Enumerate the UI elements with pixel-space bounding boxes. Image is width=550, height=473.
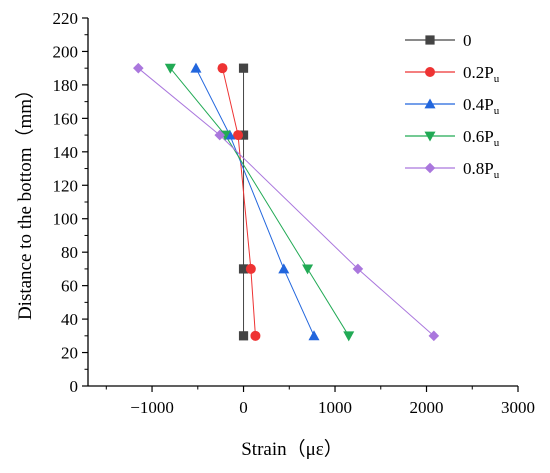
legend-item-1: 0.2Pu [405, 63, 500, 85]
y-tick-label: 0 [70, 377, 79, 396]
series-line [169, 67, 350, 337]
series-2 [195, 67, 315, 337]
data-point [238, 264, 249, 274]
y-tick-label: 200 [53, 42, 79, 61]
data-point [428, 330, 440, 342]
series-0-markers [238, 63, 249, 341]
legend-label: 0.4Pu [463, 95, 500, 117]
x-tick-label: −1000 [130, 398, 174, 417]
data-point [352, 263, 364, 275]
y-tick-label: 220 [53, 9, 79, 28]
legend-marker [425, 35, 435, 45]
series-4-markers [133, 62, 440, 342]
legend: 0 0.2Pu 0.4Pu 0.6Pu 0.8Pu [405, 31, 500, 181]
y-tick-label: 20 [61, 344, 78, 363]
y-tick-label: 180 [53, 76, 79, 95]
data-point [308, 330, 320, 341]
legend-item-3: 0.6Pu [405, 127, 500, 149]
y-tick-label: 120 [53, 176, 79, 195]
y-axis-title: Distance to the bottom（mm） [14, 80, 36, 320]
legend-marker [424, 162, 436, 174]
data-point [190, 62, 202, 73]
legend-label: 0.8Pu [463, 159, 500, 181]
series-3 [169, 67, 350, 337]
data-point [245, 263, 256, 274]
x-tick-label: 3000 [501, 398, 535, 417]
y-tick-label: 160 [53, 109, 79, 128]
data-point [133, 62, 144, 74]
x-tick-label: 0 [239, 398, 248, 417]
data-point [278, 263, 290, 274]
series-3-markers [164, 63, 355, 342]
legend-label: 0.2Pu [463, 63, 500, 85]
series-1 [222, 68, 256, 336]
legend-label: 0 [463, 31, 472, 50]
data-point [250, 330, 261, 341]
series-layer [133, 62, 440, 342]
legend-item-0: 0 [405, 31, 472, 50]
x-tick-label: 1000 [318, 398, 352, 417]
series-line [195, 67, 315, 337]
series-4 [138, 67, 435, 337]
data-point [214, 129, 226, 141]
data-point [233, 130, 244, 141]
data-point [302, 264, 314, 275]
y-tick-label: 40 [61, 310, 78, 329]
series-line [222, 68, 256, 336]
data-point [343, 331, 355, 342]
legend-marker [424, 98, 436, 109]
legend-marker [424, 131, 436, 142]
x-tick-label: 2000 [410, 398, 444, 417]
data-point [238, 63, 249, 73]
y-tick-label: 80 [61, 243, 78, 262]
data-point [217, 63, 228, 74]
y-tick-label: 140 [53, 143, 79, 162]
data-point [164, 63, 176, 74]
legend-label: 0.6Pu [463, 127, 500, 149]
data-point [238, 130, 249, 140]
legend-item-4: 0.8Pu [405, 159, 500, 181]
series-line [138, 67, 435, 337]
axes: −1000 0 1000 2000 30000204060801001201401601… [53, 9, 536, 417]
legend-marker [425, 67, 435, 77]
series-2-markers [190, 62, 320, 341]
legend-item-2: 0.4Pu [405, 95, 500, 117]
y-tick-label: 60 [61, 277, 78, 296]
data-point [238, 331, 249, 341]
series-1-markers [217, 63, 261, 341]
y-tick-label: 100 [53, 210, 79, 229]
x-axis-title: Strain（με） [241, 438, 343, 460]
